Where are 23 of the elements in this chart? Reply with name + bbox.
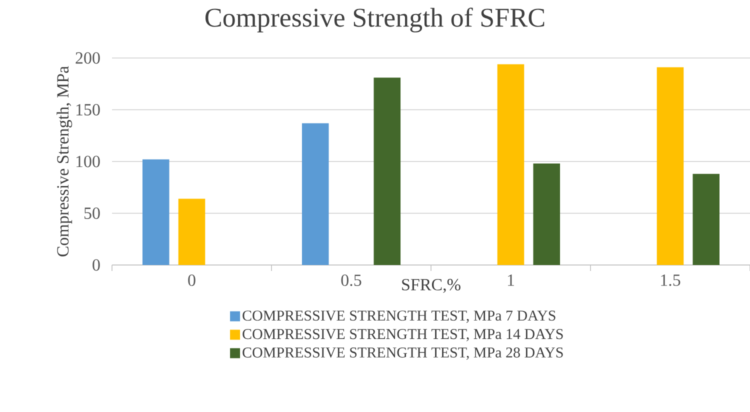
bar bbox=[374, 78, 401, 265]
bar bbox=[178, 198, 206, 265]
x-tick-label: 0 bbox=[188, 274, 196, 286]
x-tick-label: 0.5 bbox=[341, 274, 362, 286]
x-tick-label: 1.5 bbox=[661, 274, 680, 286]
chart-title: Compressive Strength of SFRC bbox=[205, 8, 544, 32]
bar bbox=[142, 159, 170, 265]
legend-label: COMPRESSIVE STRENGTH TEST, MPa 28 DAYS bbox=[242, 347, 563, 360]
x-tick-label: 1 bbox=[508, 274, 514, 286]
y-tick-label: 100 bbox=[76, 156, 100, 168]
y-tick-label: 0 bbox=[92, 259, 100, 271]
legend-label: COMPRESSIVE STRENGTH TEST, MPa 14 DAYS bbox=[242, 329, 563, 342]
legend-label: COMPRESSIVE STRENGTH TEST, MPa 7 DAYS bbox=[242, 310, 556, 323]
y-tick-label: 150 bbox=[76, 104, 100, 116]
y-axis-title: Compressive Strength, MPa bbox=[56, 66, 72, 256]
bar bbox=[692, 174, 720, 265]
bar bbox=[533, 164, 560, 265]
bar bbox=[302, 123, 329, 265]
y-tick-label: 200 bbox=[76, 52, 100, 64]
x-axis-title: SFRC,% bbox=[402, 278, 460, 293]
bar bbox=[497, 64, 524, 265]
bar bbox=[656, 67, 684, 265]
y-tick-label: 50 bbox=[84, 208, 100, 219]
